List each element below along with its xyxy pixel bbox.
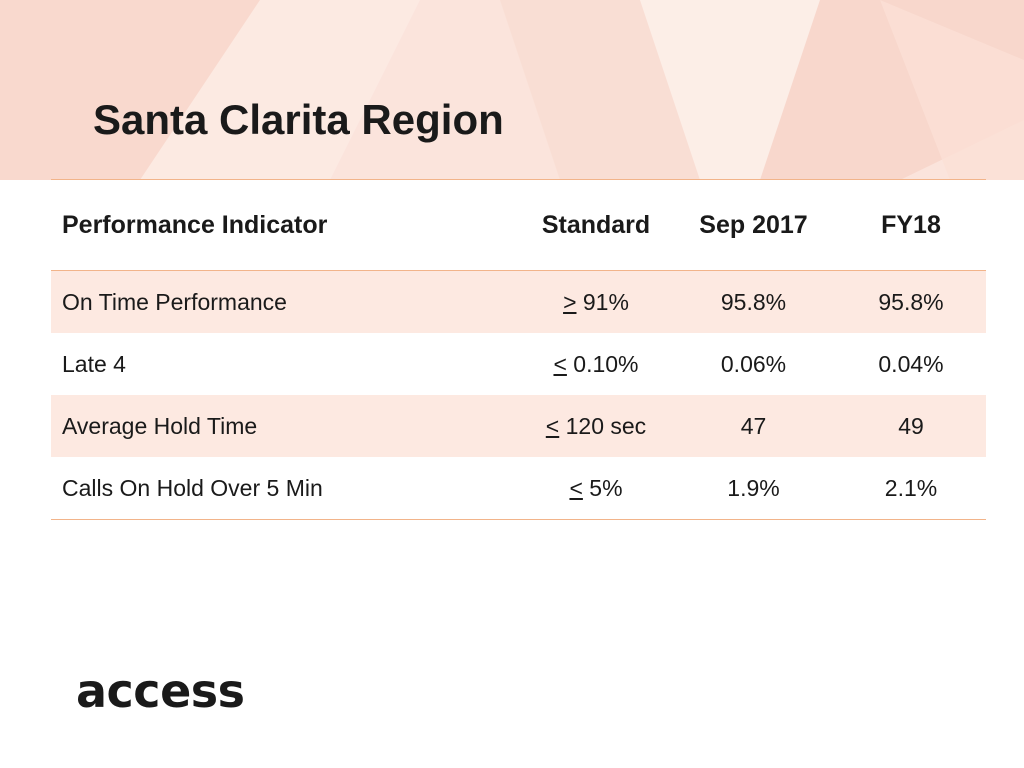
table-header-row: Performance Indicator Standard Sep 2017 …	[51, 180, 986, 271]
performance-table: Performance Indicator Standard Sep 2017 …	[51, 179, 986, 520]
row-standard: > 91%	[521, 289, 671, 316]
row-standard: < 0.10%	[521, 351, 671, 378]
comparison-symbol: >	[563, 288, 577, 315]
table-row: Average Hold Time < 120 sec 47 49	[51, 395, 986, 457]
row-fy-value: 49	[898, 412, 924, 439]
comparison-symbol: <	[569, 474, 583, 501]
row-indicator: Average Hold Time	[62, 412, 258, 439]
standard-value: 5%	[589, 474, 623, 501]
row-indicator: Late 4	[62, 350, 126, 377]
comparison-symbol: <	[545, 412, 560, 439]
table-row: Calls On Hold Over 5 Min < 5% 1.9% 2.1%	[51, 457, 986, 519]
table-row: On Time Performance > 91% 95.8% 95.8%	[51, 271, 986, 333]
row-standard: < 120 sec	[521, 413, 671, 440]
row-standard: < 5%	[521, 475, 671, 502]
header-indicator: Performance Indicator	[62, 210, 328, 239]
row-sep-value: 1.9%	[727, 474, 780, 501]
row-fy-value: 0.04%	[878, 350, 944, 377]
standard-value: 120 sec	[565, 412, 647, 439]
header-fy18: FY18	[881, 210, 941, 239]
row-sep-value: 95.8%	[720, 288, 787, 315]
standard-value: 91%	[582, 288, 629, 315]
row-indicator: On Time Performance	[62, 288, 287, 315]
header-band	[0, 0, 1024, 180]
standard-value: 0.10%	[573, 350, 639, 377]
row-indicator: Calls On Hold Over 5 Min	[62, 474, 323, 501]
table-row: Late 4 < 0.10% 0.06% 0.04%	[51, 333, 986, 395]
header-sep-2017: Sep 2017	[699, 210, 808, 239]
row-sep-value: 47	[740, 412, 767, 439]
row-sep-value: 0.06%	[720, 350, 787, 377]
decorative-background-shapes	[0, 0, 1024, 180]
row-fy-value: 95.8%	[878, 288, 944, 315]
comparison-symbol: <	[553, 350, 567, 377]
row-fy-value: 2.1%	[884, 474, 938, 501]
header-standard: Standard	[541, 210, 651, 239]
page-title: Santa Clarita Region	[93, 96, 504, 143]
access-logo: access	[76, 664, 245, 718]
